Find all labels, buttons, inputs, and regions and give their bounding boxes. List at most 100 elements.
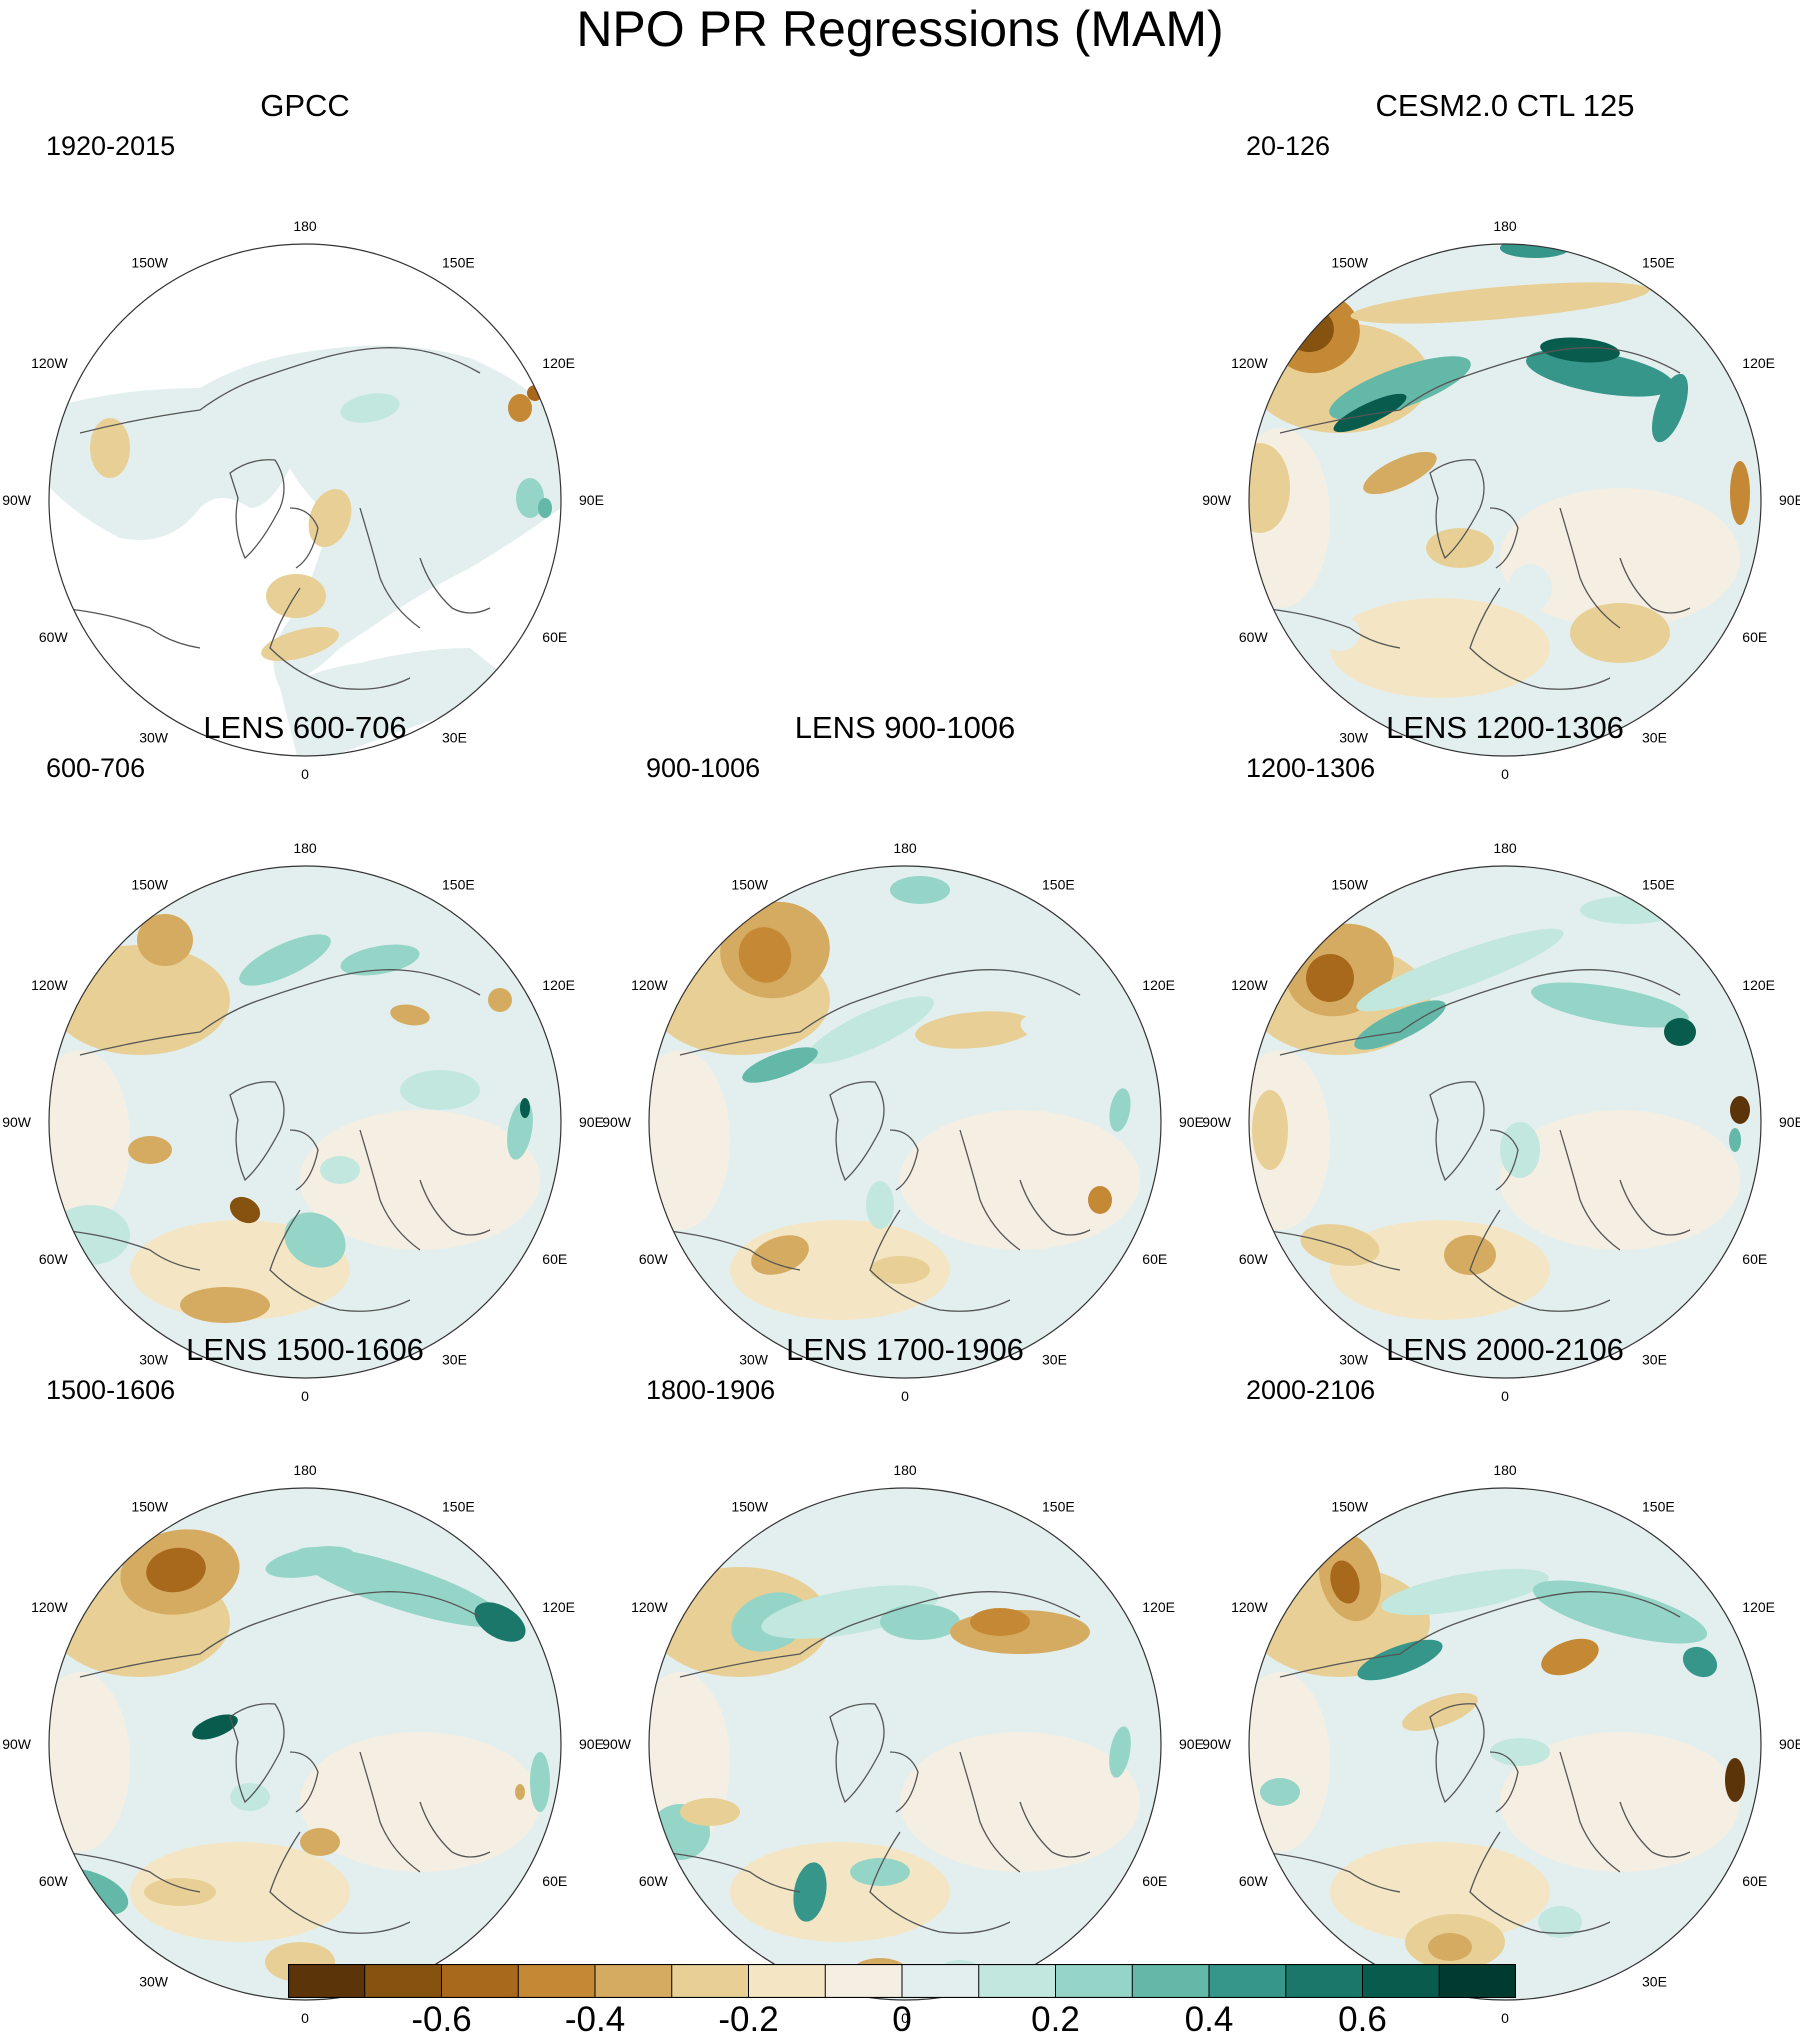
positive-anomaly-region [538, 498, 552, 518]
coastlines [1259, 969, 1691, 1312]
coastline [289, 507, 319, 569]
longitude-label: 60E [1742, 1873, 1767, 1889]
longitude-label: 120E [542, 977, 575, 993]
longitude-label: 180 [1493, 1462, 1517, 1478]
negative-anomaly-region [508, 394, 532, 422]
longitude-labels: 180 150E 120E 90E 60E 30E 0 30W 60W 90W 120W 150W [602, 840, 1204, 1404]
colorbar-tick-label: 0.6 [1338, 2000, 1387, 2039]
anomaly-field [49, 866, 561, 1378]
longitude-label: 150W [131, 255, 168, 271]
coastline [889, 1751, 919, 1813]
positive-anomaly-region [1333, 393, 1407, 433]
positive-anomaly-region [1651, 373, 1689, 443]
coastline [59, 1851, 201, 1893]
positive-anomaly-region [1580, 896, 1680, 924]
coastline [269, 1209, 411, 1312]
longitude-label: 90W [602, 1114, 632, 1130]
negative-anomaly-region [137, 914, 193, 966]
panel-title: LENS 1500-1606 [186, 1332, 424, 1367]
negative-anomaly-region [1444, 1235, 1496, 1275]
negative-anomaly-region [1730, 461, 1750, 525]
longitude-label: 0 [301, 766, 309, 782]
panel-period-label: 1200-1306 [1246, 753, 1376, 783]
coastline [829, 1703, 885, 1804]
longitude-label: 120E [1742, 977, 1775, 993]
longitude-label: 150W [1331, 877, 1368, 893]
longitude-label: 90W [2, 492, 32, 508]
coastline [289, 1751, 319, 1813]
coastline [1469, 1209, 1611, 1312]
colorbar-swatch [441, 1964, 519, 1998]
panel-title: GPCC [260, 88, 350, 123]
longitude-label: 60E [1742, 629, 1767, 645]
positive-anomaly-region [340, 944, 420, 976]
longitude-label: 120W [31, 1599, 68, 1615]
figure-title: NPO PR Regressions (MAM) [576, 1, 1224, 57]
coastline [1019, 1801, 1091, 1858]
positive-anomaly-region [295, 1547, 505, 1627]
neutral-anomaly-region [49, 1050, 130, 1230]
longitude-label: 60E [1142, 1251, 1167, 1267]
longitude-label: 30E [1642, 1351, 1667, 1367]
longitude-label: 90E [1779, 492, 1800, 508]
longitude-label: 90W [2, 1114, 32, 1130]
longitude-label: 0 [1501, 2010, 1509, 2026]
polar-map-lens-900: 180 150E 120E 90E 60E 30E 0 30W 60W 90W 120W 150W [602, 840, 1204, 1404]
positive-anomaly-region [1538, 1906, 1582, 1938]
colorbar-tick-label: 0.4 [1184, 2000, 1234, 2039]
panel-period-label: 20-126 [1246, 131, 1331, 161]
positive-anomaly-region [1531, 982, 1689, 1028]
neutral-anomaly-region [1330, 1842, 1550, 1942]
positive-anomaly-region [880, 1604, 960, 1640]
neutral-anomaly-region [1249, 1672, 1330, 1852]
positive-anomaly-region [1320, 615, 1360, 651]
longitude-labels: 180 150E 120E 90E 60E 30E 0 30W 60W 90W 120W 150W [2, 840, 604, 1404]
positive-anomaly-region [1357, 1639, 1443, 1681]
coastline [679, 1591, 1081, 1678]
positive-anomaly-region [400, 1070, 480, 1110]
coastline [1429, 1081, 1485, 1182]
longitude-label: 90W [1202, 492, 1232, 508]
panel-title: LENS 1200-1306 [1386, 710, 1624, 745]
colorbar-swatch [1285, 1964, 1363, 1998]
coastline [1429, 459, 1485, 560]
coastline [1279, 1591, 1681, 1678]
longitude-label: 150E [1642, 255, 1675, 271]
longitude-label: 90E [1179, 1114, 1204, 1130]
negative-anomaly-region [229, 1196, 261, 1224]
map-boundary [1248, 1487, 1762, 2001]
positive-anomaly-region [284, 1212, 346, 1268]
longitude-label: 150E [1042, 1499, 1075, 1515]
longitude-label: 30E [442, 1351, 467, 1367]
negative-anomaly-region [488, 988, 512, 1012]
negative-anomaly-region [915, 1011, 1035, 1049]
longitude-label: 90E [1179, 1736, 1204, 1752]
negative-anomaly-region [1725, 1758, 1745, 1802]
longitude-label: 150E [1642, 1499, 1675, 1515]
longitude-label: 180 [1493, 840, 1517, 856]
map-panel-gpcc: GPCC 1920-2015 180 150E 120E 90E 60E 30E 0 30W 6… [0, 88, 604, 782]
anomaly-field [649, 866, 1161, 1378]
longitude-label: 150W [131, 1499, 168, 1515]
coastline [79, 969, 481, 1056]
positive-anomaly-region [793, 1862, 827, 1922]
panel-period-label: 900-1006 [646, 753, 761, 783]
coastline [889, 1129, 919, 1191]
positive-anomaly-region [1490, 1738, 1550, 1766]
longitude-label: 150W [131, 877, 168, 893]
coastline [1489, 507, 1519, 569]
longitude-label: 120W [631, 1599, 668, 1615]
negative-anomaly-region [1249, 443, 1290, 533]
coastline [359, 1129, 421, 1251]
negative-anomaly-region [266, 574, 326, 618]
coastline [419, 1801, 491, 1858]
longitude-label: 60W [639, 1873, 669, 1889]
negative-anomaly-region [1252, 1090, 1288, 1170]
coastlines [1259, 1591, 1691, 1934]
negative-anomaly-region [1426, 528, 1494, 568]
negative-anomaly-region [1541, 1638, 1599, 1676]
coastline [269, 587, 411, 690]
coastline [1279, 347, 1681, 434]
